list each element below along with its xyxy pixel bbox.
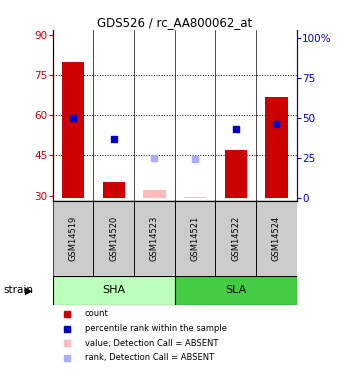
Bar xyxy=(256,201,297,276)
Text: GSM14522: GSM14522 xyxy=(231,216,240,261)
Bar xyxy=(134,201,175,276)
Text: rank, Detection Call = ABSENT: rank, Detection Call = ABSENT xyxy=(85,353,214,362)
Text: strain: strain xyxy=(3,285,33,296)
Text: GSM14523: GSM14523 xyxy=(150,216,159,261)
Text: value, Detection Call = ABSENT: value, Detection Call = ABSENT xyxy=(85,339,218,348)
Title: GDS526 / rc_AA800062_at: GDS526 / rc_AA800062_at xyxy=(97,16,252,29)
Bar xyxy=(216,201,256,276)
Text: GSM14519: GSM14519 xyxy=(69,216,78,261)
Text: GSM14520: GSM14520 xyxy=(109,216,118,261)
Text: count: count xyxy=(85,309,108,318)
Bar xyxy=(175,201,216,276)
Bar xyxy=(53,201,93,276)
Bar xyxy=(265,97,287,198)
Text: SHA: SHA xyxy=(102,285,125,296)
Text: ▶: ▶ xyxy=(25,285,32,296)
Bar xyxy=(175,276,297,305)
Bar xyxy=(224,150,247,198)
Text: SLA: SLA xyxy=(225,285,246,296)
Text: GSM14521: GSM14521 xyxy=(191,216,199,261)
Bar xyxy=(93,201,134,276)
Text: GSM14524: GSM14524 xyxy=(272,216,281,261)
Bar xyxy=(103,182,125,198)
Bar xyxy=(62,62,84,198)
Bar xyxy=(53,276,175,305)
Bar xyxy=(143,190,166,198)
Text: percentile rank within the sample: percentile rank within the sample xyxy=(85,324,226,333)
Bar xyxy=(184,197,206,198)
